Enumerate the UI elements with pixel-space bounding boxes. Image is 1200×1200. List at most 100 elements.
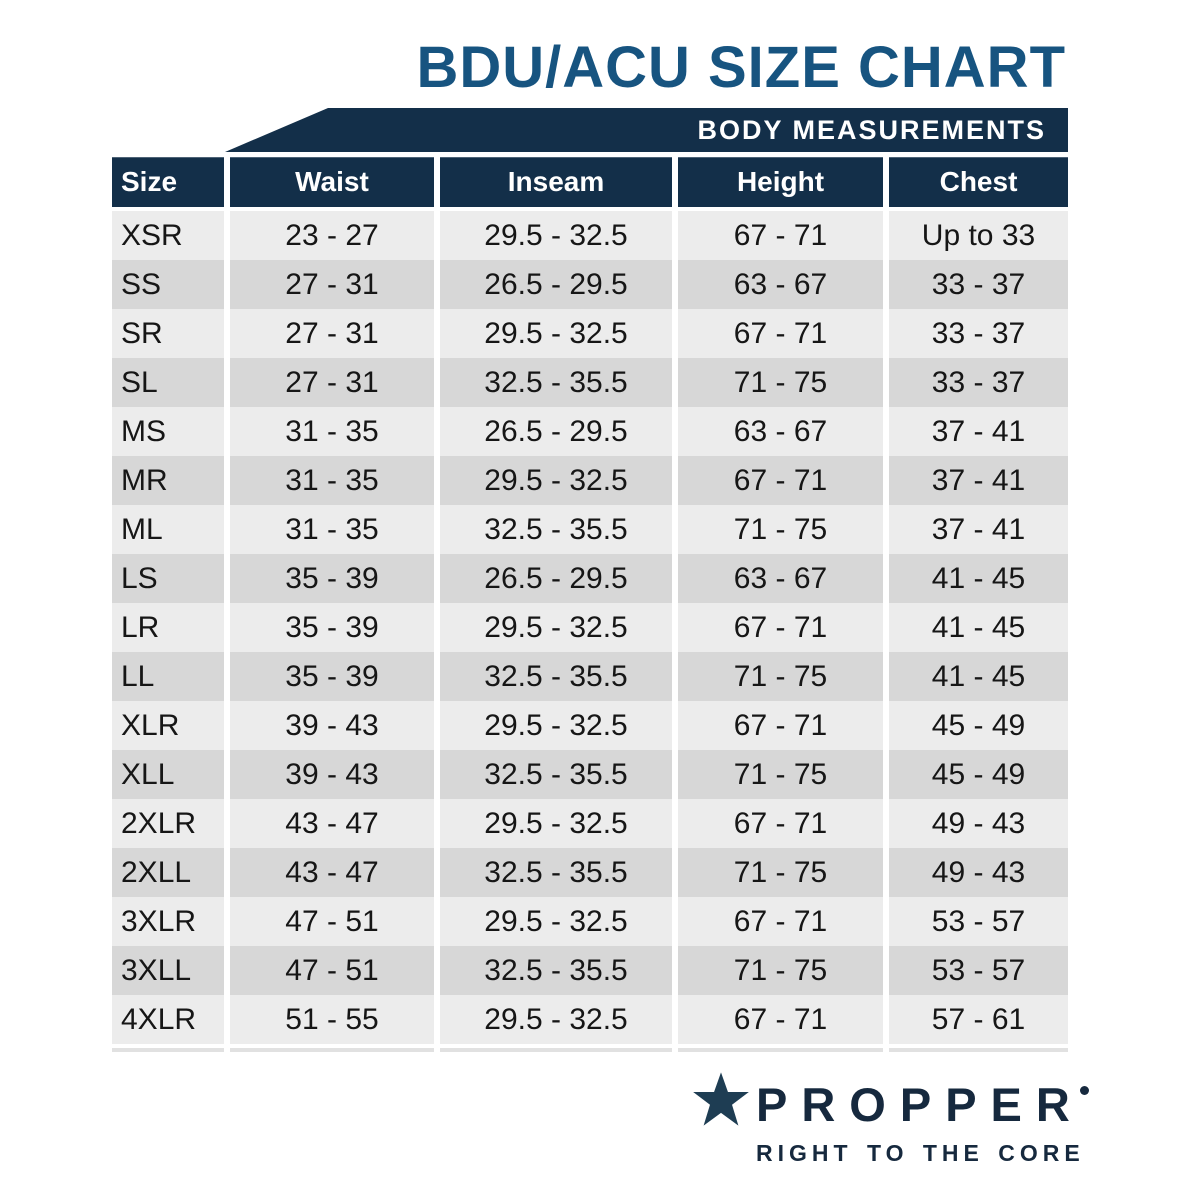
measurement-cell: 63 - 67 [678, 407, 883, 456]
measurement-cell: 49 - 43 [889, 848, 1068, 897]
measurement-cell: 32.5 - 35.5 [440, 750, 672, 799]
size-table: Size Waist Inseam Height Chest XSR 23 - 2… [112, 157, 1068, 1052]
measurement-cell: 67 - 71 [678, 603, 883, 652]
measurement-cell: 29.5 - 32.5 [440, 799, 672, 848]
measurement-cell: 57 - 61 [889, 995, 1068, 1044]
measurement-cell: 63 - 67 [678, 260, 883, 309]
brand-name: PROPPER [756, 1078, 1084, 1131]
brand-tagline: RIGHT TO THE CORE [756, 1140, 1085, 1166]
star-icon [693, 1072, 749, 1126]
propper-logo: PROPPER RIGHT TO THE CORE [692, 1066, 1089, 1167]
size-label: LS [112, 554, 224, 603]
table-row: MR 31 - 35 29.5 - 32.5 67 - 71 37 - 41 [112, 456, 1068, 505]
size-label: XLR [112, 701, 224, 750]
table-header-row: Size Waist Inseam Height Chest [112, 157, 1068, 207]
table-row: 4XLR 51 - 55 29.5 - 32.5 67 - 71 57 - 61 [112, 995, 1068, 1044]
measurement-cell: 47 - 51 [230, 897, 434, 946]
measurement-cell: 32.5 - 35.5 [440, 505, 672, 554]
measurement-cell: 67 - 71 [678, 995, 883, 1044]
table-row: MS 31 - 35 26.5 - 29.5 63 - 67 37 - 41 [112, 407, 1068, 456]
size-label: LR [112, 603, 224, 652]
measurement-cell: 29.5 - 32.5 [440, 211, 672, 260]
measurement-cell: 63 - 67 [678, 554, 883, 603]
measurement-cell: 43 - 47 [230, 848, 434, 897]
column-header-chest: Chest [889, 157, 1068, 207]
measurement-cell: 71 - 75 [678, 652, 883, 701]
measurement-cell: 53 - 57 [889, 897, 1068, 946]
measurement-cell: 27 - 31 [230, 309, 434, 358]
measurement-cell: 51 - 55 [230, 995, 434, 1044]
measurement-cell: 29.5 - 32.5 [440, 603, 672, 652]
measurement-cell: 71 - 75 [678, 848, 883, 897]
measurement-cell: 39 - 43 [230, 701, 434, 750]
size-label: XSR [112, 211, 224, 260]
table-row: ML 31 - 35 32.5 - 35.5 71 - 75 37 - 41 [112, 505, 1068, 554]
measurement-cell: 37 - 41 [889, 456, 1068, 505]
measurement-cell: 71 - 75 [678, 358, 883, 407]
measurement-cell: 71 - 75 [678, 505, 883, 554]
measurement-cell: 71 - 75 [678, 750, 883, 799]
measurement-cell: 67 - 71 [678, 211, 883, 260]
size-label: 3XLR [112, 897, 224, 946]
measurement-cell: 32.5 - 35.5 [440, 652, 672, 701]
measurement-cell: 49 - 43 [889, 799, 1068, 848]
table-row: SR 27 - 31 29.5 - 32.5 67 - 71 33 - 37 [112, 309, 1068, 358]
measurement-cell: 41 - 45 [889, 554, 1068, 603]
column-header-size: Size [112, 157, 224, 207]
table-row: 3XLL 47 - 51 32.5 - 35.5 71 - 75 53 - 57 [112, 946, 1068, 995]
measurement-cell: 23 - 27 [230, 211, 434, 260]
measurement-cell: 27 - 31 [230, 358, 434, 407]
measurement-cell: 33 - 37 [889, 309, 1068, 358]
measurement-cell: 31 - 35 [230, 407, 434, 456]
table-row: SL 27 - 31 32.5 - 35.5 71 - 75 33 - 37 [112, 358, 1068, 407]
body-measurements-banner: BODY MEASUREMENTS [225, 108, 1068, 152]
table-row: 2XLR 43 - 47 29.5 - 32.5 67 - 71 49 - 43 [112, 799, 1068, 848]
measurement-cell: 32.5 - 35.5 [440, 848, 672, 897]
measurement-cell: 41 - 45 [889, 652, 1068, 701]
measurement-cell: 67 - 71 [678, 799, 883, 848]
banner-label: BODY MEASUREMENTS [697, 114, 1046, 145]
measurement-cell: 67 - 71 [678, 897, 883, 946]
logo-text: PROPPER RIGHT TO THE CORE [756, 1066, 1089, 1167]
table-row: LR 35 - 39 29.5 - 32.5 67 - 71 41 - 45 [112, 603, 1068, 652]
measurement-cell: 37 - 41 [889, 407, 1068, 456]
table-row: XSR 23 - 27 29.5 - 32.5 67 - 71 Up to 33 [112, 211, 1068, 260]
measurement-cell: 35 - 39 [230, 652, 434, 701]
measurement-cell: 45 - 49 [889, 750, 1068, 799]
table-bottom-shadow [112, 1048, 1068, 1052]
measurement-cell: Up to 33 [889, 211, 1068, 260]
measurement-cell: 33 - 37 [889, 358, 1068, 407]
measurement-cell: 43 - 47 [230, 799, 434, 848]
size-label: 2XLR [112, 799, 224, 848]
table-row: XLL 39 - 43 32.5 - 35.5 71 - 75 45 - 49 [112, 750, 1068, 799]
measurement-cell: 67 - 71 [678, 309, 883, 358]
size-label: MS [112, 407, 224, 456]
registered-mark-icon [1079, 1086, 1089, 1095]
column-header-height: Height [678, 157, 883, 207]
measurement-cell: 53 - 57 [889, 946, 1068, 995]
table-row: LL 35 - 39 32.5 - 35.5 71 - 75 41 - 45 [112, 652, 1068, 701]
measurement-cell: 47 - 51 [230, 946, 434, 995]
size-label: LL [112, 652, 224, 701]
size-label: MR [112, 456, 224, 505]
measurement-cell: 31 - 35 [230, 456, 434, 505]
measurement-cell: 29.5 - 32.5 [440, 456, 672, 505]
measurement-cell: 32.5 - 35.5 [440, 358, 672, 407]
measurement-cell: 26.5 - 29.5 [440, 407, 672, 456]
measurement-cell: 29.5 - 32.5 [440, 897, 672, 946]
size-label: 2XLL [112, 848, 224, 897]
measurement-cell: 35 - 39 [230, 554, 434, 603]
measurement-cell: 26.5 - 29.5 [440, 260, 672, 309]
measurement-cell: 26.5 - 29.5 [440, 554, 672, 603]
page-title: BDU/ACU SIZE CHART [416, 35, 1066, 100]
measurement-cell: 45 - 49 [889, 701, 1068, 750]
measurement-cell: 29.5 - 32.5 [440, 701, 672, 750]
column-header-inseam: Inseam [440, 157, 672, 207]
brand-name-line: PROPPER [756, 1081, 1089, 1128]
table-row: 2XLL 43 - 47 32.5 - 35.5 71 - 75 49 - 43 [112, 848, 1068, 897]
measurement-cell: 41 - 45 [889, 603, 1068, 652]
measurement-cell: 32.5 - 35.5 [440, 946, 672, 995]
size-label: XLL [112, 750, 224, 799]
measurement-cell: 29.5 - 32.5 [440, 995, 672, 1044]
